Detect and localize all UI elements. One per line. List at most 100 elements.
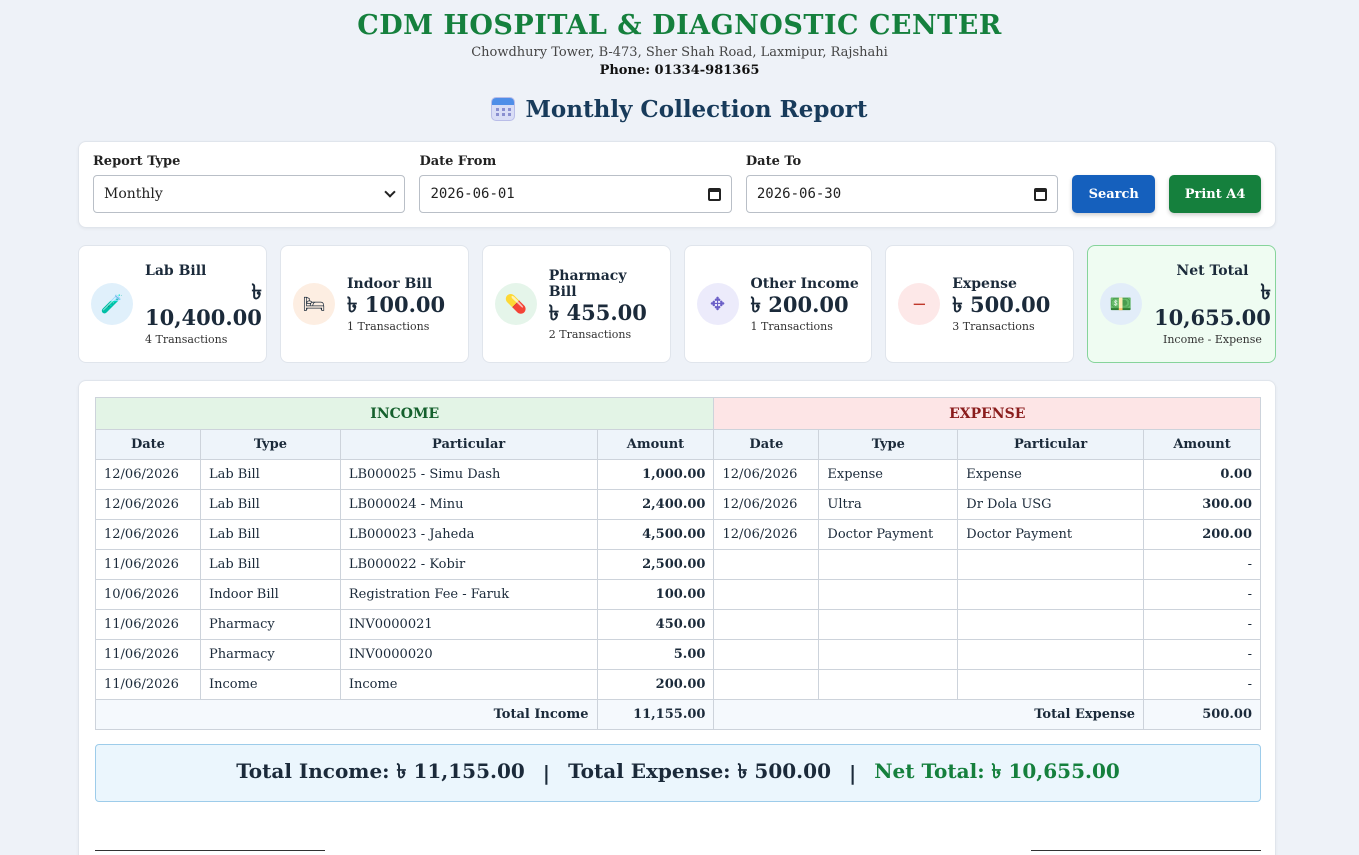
move-arrows-icon: ✥ — [696, 283, 739, 325]
expense-particular-cell — [957, 639, 1145, 670]
table-row: 11/06/2026 Pharmacy INV0000020 5.00 - — [95, 639, 1261, 670]
totals-row: Total Income 11,155.00 Total Expense 500… — [95, 699, 1261, 730]
summary-separator: | — [542, 761, 551, 785]
expense-type-cell — [818, 579, 959, 610]
collection-table: INCOME EXPENSE Date Type Particular Amou… — [94, 397, 1261, 730]
income-particular-cell: Income — [339, 669, 598, 700]
stat-label: Other Income — [750, 275, 859, 292]
date-to-label: Date To — [745, 154, 802, 169]
stat-sub: 2 Transactions — [548, 327, 632, 341]
expense-date-cell: 12/06/2026 — [713, 519, 820, 550]
expense-amount-cell: - — [1143, 669, 1261, 700]
total-expense-value: 500.00 — [1143, 699, 1261, 730]
stat-value: 10,400.00 — [145, 304, 262, 330]
income-date-cell: 11/06/2026 — [95, 549, 201, 580]
expense-amount-cell: - — [1143, 579, 1261, 610]
expense-date-cell — [713, 639, 820, 670]
income-date-cell: 11/06/2026 — [95, 609, 201, 640]
calendar-picker-icon[interactable] — [707, 187, 721, 201]
income-particular-cell: LB000023 - Jaheda — [339, 519, 598, 550]
income-amount-cell: 4,500.00 — [596, 519, 715, 550]
stat-card-pharmacy-bill: 💊 Pharmacy Bill ৳ 455.00 2 Transactions — [481, 245, 671, 363]
date-from-label: Date From — [419, 154, 497, 169]
expense-particular-cell — [957, 579, 1145, 610]
summary-total-income: Total Income: ৳ 11,155.00 — [236, 758, 525, 783]
income-amount-cell: 200.00 — [596, 669, 715, 700]
table-row: 11/06/2026 Pharmacy INV0000021 450.00 - — [95, 609, 1261, 640]
search-button[interactable]: Search — [1072, 175, 1156, 213]
expense-amount-cell: 200.00 — [1143, 519, 1261, 550]
stat-sub: Income - Expense — [1163, 332, 1262, 346]
income-type-cell: Indoor Bill — [199, 579, 341, 610]
income-band: INCOME — [94, 397, 715, 430]
col-header-particular: Particular — [957, 429, 1145, 460]
expense-particular-cell — [957, 609, 1145, 640]
income-amount-cell: 2,500.00 — [596, 549, 715, 580]
stat-card-indoor-bill: 🛏 Indoor Bill ৳ 100.00 1 Transactions — [280, 245, 469, 363]
stat-card-expense: − Expense ৳ 500.00 3 Transactions — [885, 245, 1074, 363]
income-amount-cell: 2,400.00 — [596, 489, 715, 520]
date-from-input[interactable]: 2026-06-01 — [419, 175, 732, 213]
report-body: INCOME EXPENSE Date Type Particular Amou… — [78, 380, 1276, 855]
calendar-picker-icon[interactable] — [1034, 187, 1048, 201]
date-to-field: Date To 2026-06-30 — [745, 154, 1059, 213]
stat-card-other-income: ✥ Other Income ৳ 200.00 1 Transactions — [683, 245, 873, 363]
table-row: 12/06/2026 Lab Bill LB000024 - Minu 2,400.0… — [95, 489, 1261, 520]
income-particular-cell: INV0000021 — [339, 609, 598, 640]
income-particular-cell: LB000022 - Kobir — [339, 549, 598, 580]
hospital-address: Chowdhury Tower, B-473, Sher Shah Road, … — [471, 45, 888, 60]
stat-sub: 1 Transactions — [750, 319, 833, 333]
expense-date-cell: 12/06/2026 — [713, 489, 820, 520]
hospital-name: CDM HOSPITAL & DIAGNOSTIC CENTER — [357, 10, 1002, 41]
expense-type-cell — [818, 549, 959, 580]
chevron-down-icon — [384, 186, 397, 198]
stat-card-lab-bill: 🧪 Lab Bill ৳ 10,400.00 4 Transactions — [78, 245, 267, 363]
income-date-cell: 11/06/2026 — [95, 639, 201, 670]
stat-currency: ৳ — [1260, 278, 1271, 304]
report-type-select[interactable]: Monthly — [93, 175, 406, 213]
stat-value: ৳ 100.00 — [347, 291, 446, 317]
table-row: 11/06/2026 Income Income 200.00- — [95, 669, 1261, 700]
stat-value: ৳ 455.00 — [548, 299, 647, 325]
summary-separator: | — [848, 761, 857, 785]
table-row: 10/06/2026 Indoor Bill Registration Fee - … — [95, 579, 1261, 610]
expense-date-cell — [713, 549, 820, 580]
money-icon: 💵 — [1100, 283, 1142, 325]
expense-date-cell — [713, 609, 820, 640]
print-a4-button[interactable]: Print A4 — [1169, 175, 1261, 213]
income-amount-cell: 100.00 — [596, 579, 715, 610]
expense-particular-cell — [957, 669, 1145, 700]
hospital-phone: Phone: 01334-981365 — [599, 63, 760, 78]
date-to-input[interactable]: 2026-06-30 — [745, 175, 1059, 213]
stat-value: ৳ 500.00 — [952, 291, 1051, 317]
report-type-label: Report Type — [93, 154, 181, 169]
income-type-cell: Pharmacy — [199, 639, 341, 670]
signature-line — [95, 850, 325, 851]
report-title-text: Monthly Collection Report — [525, 95, 868, 123]
col-header-type: Type — [818, 429, 959, 460]
income-particular-cell: LB000024 - Minu — [339, 489, 598, 520]
grand-summary: Total Income: ৳ 11,155.00 | Total Expens… — [95, 744, 1261, 802]
expense-amount-cell: - — [1143, 609, 1261, 640]
expense-type-cell: Doctor Payment — [818, 519, 959, 550]
table-row: 12/06/2026 Lab Bill LB000023 - Jaheda 4,500… — [95, 519, 1261, 550]
income-type-cell: Pharmacy — [199, 609, 341, 640]
expense-amount-cell: 300.00 — [1143, 489, 1261, 520]
income-date-cell: 12/06/2026 — [95, 459, 201, 490]
expense-particular-cell: Doctor Payment — [957, 519, 1145, 550]
expense-band: EXPENSE — [713, 397, 1261, 430]
pill-icon: 💊 — [494, 283, 537, 325]
summary-net-total: Net Total: ৳ 10,655.00 — [874, 758, 1120, 783]
stat-card-net-total: 💵 Net Total ৳ 10,655.00 Income - Expense — [1087, 245, 1276, 363]
date-from-value: 2026-06-01 — [430, 186, 515, 202]
expense-amount-cell: 0.00 — [1143, 459, 1261, 490]
income-date-cell: 12/06/2026 — [95, 489, 201, 520]
summary-total-expense: Total Expense: ৳ 500.00 — [568, 758, 831, 783]
col-header-amount: Amount — [1143, 429, 1261, 460]
income-amount-cell: 5.00 — [596, 639, 715, 670]
report-header: CDM HOSPITAL & DIAGNOSTIC CENTER Chowdhu… — [0, 0, 1359, 126]
income-type-cell: Lab Bill — [199, 459, 341, 490]
expense-particular-cell — [957, 549, 1145, 580]
col-header-particular: Particular — [339, 429, 598, 460]
col-header-date: Date — [95, 429, 201, 460]
